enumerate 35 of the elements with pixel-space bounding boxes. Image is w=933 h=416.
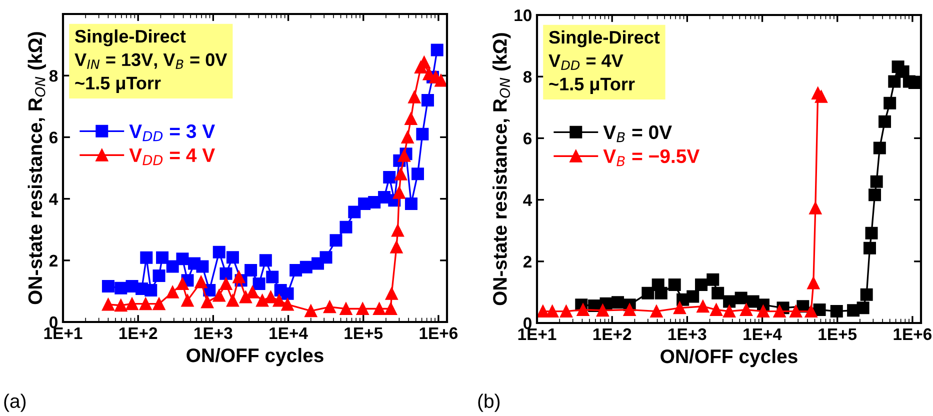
y-tick-label: 6 <box>49 132 58 144</box>
x-axis-title: ON/OFF cycles <box>660 348 798 368</box>
x-tick-label: 1E+5 <box>344 327 383 340</box>
y-tick-label: 4 <box>49 193 58 205</box>
y-tick-label: 8 <box>523 71 532 83</box>
x-tick-label: 1E+4 <box>270 327 308 339</box>
text: (a) <box>4 394 26 412</box>
annotation: Single-Direct V$_{DD}$ = 4V ~1.5 μTorr <box>548 30 660 94</box>
x-tick-label: 1E+3 <box>194 327 232 340</box>
text: (b) <box>478 394 500 412</box>
y-axis-title: ON-state resistance, R$_{ON}$ (kΩ) <box>28 32 46 304</box>
y-tick-label: 0 <box>524 317 532 330</box>
y-tick-label: 0 <box>50 316 58 328</box>
x-tick-label: 1E+4 <box>744 328 782 340</box>
legend-label: V$_{B}$ = −9.5V <box>603 149 700 166</box>
legend-label: V$_{DD}$ = 3 V <box>129 124 215 142</box>
x-tick-label: 1E+2 <box>119 327 158 339</box>
legend-label: V$_{B}$ = 0V <box>603 125 672 142</box>
text: Single-Direct V$_{IN}$ = 13V, V$_{B}$ = 0V ~1.5 μTorr <box>74 29 228 93</box>
y-tick-label: 8 <box>49 70 58 82</box>
x-tick-label: 1E+1 <box>44 327 82 339</box>
x-tick-label: 1E+6 <box>894 328 932 340</box>
x-tick-label: 1E+3 <box>668 328 706 340</box>
x-tick-label: 1E+6 <box>420 327 458 340</box>
y-tick-label: 4 <box>523 194 532 206</box>
y-tick-label: 2 <box>523 256 532 268</box>
x-tick-label: 1E+2 <box>593 328 632 340</box>
x-axis-title: ON/OFF cycles <box>186 348 324 366</box>
x-tick-label: 1E+1 <box>518 328 556 340</box>
x-tick-label: 1E+5 <box>818 328 857 340</box>
y-tick-label: 6 <box>523 132 532 144</box>
y-tick-label: 10 <box>514 9 532 22</box>
legend-label: V$_{DD}$ = 4 V <box>129 148 215 166</box>
y-tick-label: 2 <box>49 254 58 266</box>
y-axis-title: ON-state resistance, R$_{ON}$ (kΩ) <box>492 33 511 306</box>
